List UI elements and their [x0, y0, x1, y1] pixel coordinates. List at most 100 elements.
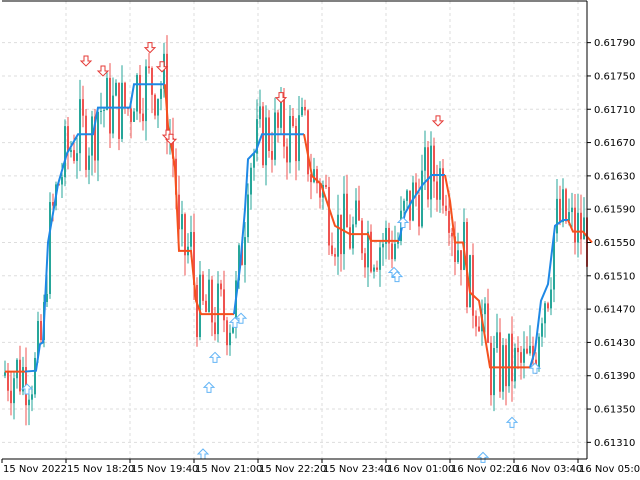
- candle-body: [418, 195, 420, 227]
- buy-arrow-icon: [505, 416, 519, 428]
- candle-body: [118, 82, 120, 139]
- y-tick-label: 0.61710: [594, 105, 635, 116]
- chart-grid: [2, 1, 587, 459]
- candle-body: [370, 231, 372, 272]
- candle-body: [19, 359, 21, 392]
- trend-segment-up: [24, 83, 165, 373]
- candle-body: [115, 82, 117, 96]
- plot-frame: [2, 0, 588, 460]
- candle-body: [517, 347, 519, 353]
- buy-arrow-icon: [208, 351, 222, 363]
- candle-body: [205, 300, 207, 313]
- candle-body: [442, 168, 444, 206]
- candle-body: [4, 372, 6, 376]
- candle-body: [220, 283, 222, 290]
- x-tick-label: 15 Nov 21:00: [195, 464, 262, 475]
- candle-body: [277, 112, 279, 128]
- candle-body: [142, 113, 144, 122]
- candle-body: [331, 245, 333, 255]
- candle-body: [40, 321, 42, 341]
- candle-body: [451, 232, 453, 237]
- candle-body: [397, 241, 399, 244]
- x-tick-label: 16 Nov 01:00: [387, 464, 454, 475]
- candle-body: [511, 333, 513, 382]
- candle-body: [388, 227, 390, 244]
- candle-body: [379, 247, 381, 270]
- y-tick-label: 0.61630: [594, 171, 635, 182]
- candle-body: [130, 108, 132, 122]
- candle-body: [88, 155, 90, 170]
- candle-body: [436, 181, 438, 200]
- candle-body: [538, 336, 540, 369]
- x-tick-label: 15 Nov 18:20: [67, 464, 134, 475]
- candle-body: [283, 99, 285, 147]
- price-axis: 0.61790 0.61750 0.61710 0.61670 0.61630 0.615…: [587, 38, 635, 449]
- candle-body: [562, 189, 564, 223]
- candle-body: [448, 210, 450, 233]
- candle-body: [178, 194, 180, 230]
- candle-body: [274, 112, 276, 160]
- candle-body: [421, 170, 423, 227]
- candle-body: [106, 77, 108, 110]
- candle-body: [196, 284, 198, 338]
- candle-body: [61, 177, 63, 185]
- candle-body: [91, 116, 93, 156]
- candle-body: [154, 94, 156, 116]
- candle-body: [556, 198, 558, 234]
- y-tick-label: 0.61790: [594, 38, 635, 49]
- x-tick-label: 16 Nov 02:20: [451, 464, 518, 475]
- candle-body: [73, 150, 75, 161]
- buy-arrow-icon: [528, 362, 542, 374]
- candle-body: [151, 68, 153, 95]
- candle-body: [394, 243, 396, 260]
- candle-body: [85, 115, 87, 170]
- candle-body: [58, 184, 60, 186]
- candle-body: [544, 303, 546, 324]
- candle-body: [445, 205, 447, 211]
- candle-body: [190, 232, 192, 247]
- candle-body: [34, 357, 36, 395]
- candle-body: [109, 77, 111, 134]
- candle-body: [22, 367, 24, 392]
- candle-body: [319, 183, 321, 198]
- candle-body: [376, 267, 378, 270]
- candle-body: [472, 255, 474, 316]
- y-tick-label: 0.61550: [594, 238, 635, 249]
- y-tick-label: 0.61310: [594, 438, 635, 449]
- x-tick-label: 15 Nov 2022: [3, 464, 67, 475]
- candle-body: [67, 126, 69, 152]
- candle-body: [310, 174, 312, 183]
- trend-segment-down: [303, 134, 399, 242]
- candle-body: [184, 214, 186, 256]
- candle-body: [250, 167, 252, 195]
- buy-arrow-icon: [390, 270, 404, 283]
- y-tick-label: 0.61430: [594, 338, 635, 349]
- candle-body: [505, 345, 507, 387]
- candle-body: [307, 110, 309, 175]
- candle-body: [412, 182, 414, 221]
- candle-body: [415, 182, 417, 196]
- candle-body: [580, 212, 582, 240]
- y-tick-label: 0.61590: [594, 205, 635, 216]
- candle-body: [337, 214, 339, 257]
- candle-body: [181, 214, 183, 230]
- candle-body: [295, 125, 297, 162]
- candle-body: [79, 99, 81, 154]
- candle-body: [112, 95, 114, 134]
- x-tick-label: 16 Nov 05:00: [579, 464, 640, 475]
- candle-body: [259, 106, 261, 120]
- candle-body: [502, 345, 504, 392]
- y-tick-label: 0.61470: [594, 305, 635, 316]
- candle-body: [211, 279, 213, 323]
- candle-body: [352, 224, 354, 249]
- candle-body: [334, 254, 336, 257]
- candle-body: [316, 169, 318, 184]
- buy-arrow-icon: [476, 451, 490, 463]
- candle-body: [304, 106, 306, 111]
- candle-body: [31, 394, 33, 400]
- buy-arrow-icon: [20, 383, 34, 395]
- candle-body: [484, 303, 486, 315]
- candle-body: [364, 253, 366, 268]
- x-tick-label: 15 Nov 22:20: [259, 464, 326, 475]
